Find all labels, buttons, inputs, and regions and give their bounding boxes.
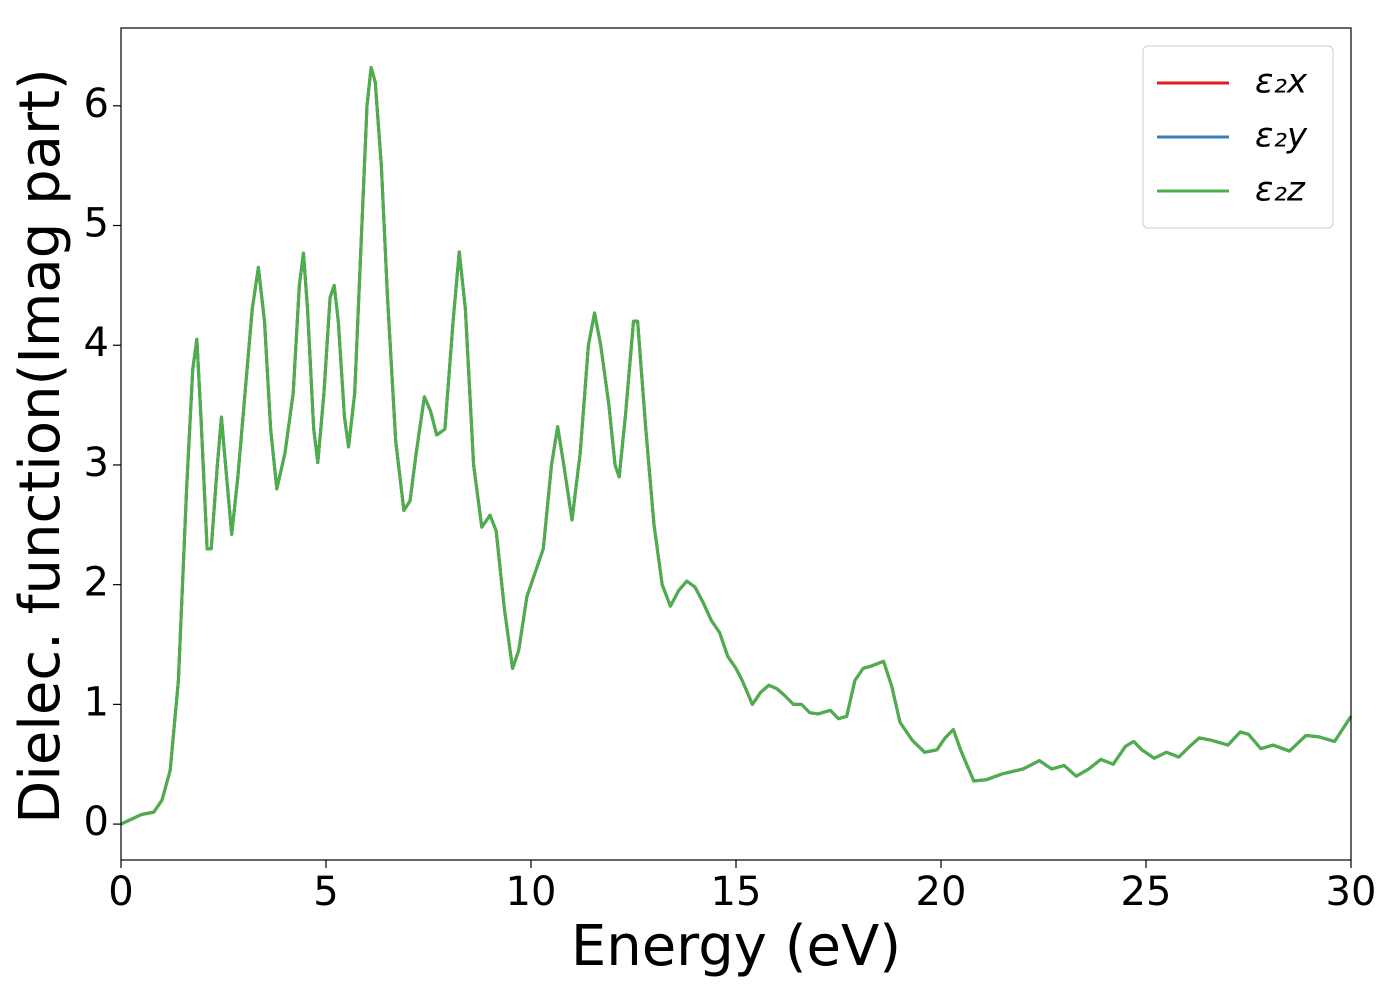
series-line	[120, 66, 1353, 826]
y-tick-label: 3	[84, 440, 109, 486]
legend-label: ε₂z	[1255, 170, 1306, 210]
y-tick-label: 1	[84, 679, 109, 725]
legend-label: ε₂x	[1255, 62, 1308, 102]
x-tick-label: 20	[916, 869, 967, 915]
y-tick-label: 6	[84, 81, 109, 127]
legend-box	[1142, 45, 1334, 229]
x-tick-label: 0	[108, 869, 133, 915]
y-tick-label: 2	[84, 560, 109, 606]
x-tick-label: 25	[1121, 869, 1172, 915]
x-tick-label: 30	[1326, 869, 1377, 915]
legend-label: ε₂y	[1255, 116, 1308, 156]
x-tick-label: 10	[506, 869, 557, 915]
x-tick-label: 5	[313, 869, 338, 915]
y-axis-label: Dielec. function(Imag part)	[8, 68, 73, 824]
y-tick-label: 4	[84, 320, 109, 366]
y-tick-label: 0	[84, 799, 109, 845]
x-tick-label: 15	[711, 869, 762, 915]
x-axis-label: Energy (eV)	[571, 914, 901, 979]
y-tick-label: 5	[84, 201, 109, 247]
